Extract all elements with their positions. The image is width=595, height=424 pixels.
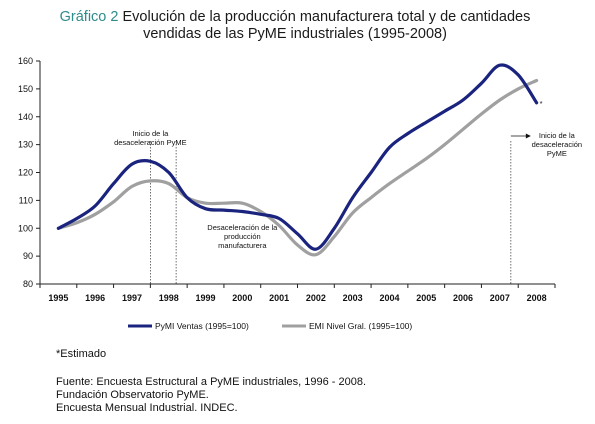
annotation-arrow-head — [525, 133, 531, 139]
x-tick-label: 1995 — [48, 293, 68, 303]
annotation-desaceleracion-produccion: producción — [224, 232, 261, 241]
series-line-emi-nivel — [56, 78, 539, 257]
y-tick-label: 140 — [18, 112, 33, 122]
annotation-inicio-desaceleracion-pyme: Inicio de la — [132, 129, 169, 138]
x-tick-label: 1999 — [196, 293, 216, 303]
legend-label-pymi-ventas: PyMI Ventas (1995=100) — [155, 321, 249, 331]
annotation-desaceleracion-produccion: Desaceleración de la — [207, 223, 278, 232]
x-tick-label: 2000 — [232, 293, 252, 303]
annotation-inicio-desaceleracion-2007: Inicio de la — [539, 131, 576, 140]
x-tick-label: 2005 — [416, 293, 436, 303]
y-tick-label: 130 — [18, 140, 33, 150]
x-tick-label: 1998 — [159, 293, 179, 303]
y-tick-label: 150 — [18, 84, 33, 94]
x-tick-label: 2004 — [379, 293, 399, 303]
legend-label-emi-nivel: EMI Nivel Gral. (1995=100) — [309, 321, 412, 331]
chart-title-prefix: Gráfico 2 — [59, 9, 119, 25]
y-tick-label: 90 — [23, 251, 33, 261]
chart-title-line1: Evolución de la producción manufacturera… — [122, 9, 531, 25]
x-tick-label: 2001 — [269, 293, 289, 303]
chart-title-line2: vendidas de las PyME industriales (1995-… — [143, 26, 447, 42]
y-tick-label: 110 — [19, 195, 33, 205]
y-tick-label: 100 — [18, 223, 33, 233]
x-tick-label: 2003 — [343, 293, 363, 303]
x-tick-label: 2008 — [527, 293, 547, 303]
estimate-note: *Estimado — [56, 348, 107, 360]
x-tick-label: 1996 — [85, 293, 105, 303]
y-tick-label: 120 — [18, 168, 33, 178]
x-tick-label: 2002 — [306, 293, 326, 303]
annotation-inicio-desaceleracion-2007: PyME — [547, 149, 567, 158]
annotation-inicio-desaceleracion-2007: desaceleración — [532, 140, 582, 149]
y-tick-label: 160 — [18, 56, 33, 66]
chart-title: Gráfico 2 Evolución de la producción man… — [0, 9, 590, 43]
source-line-1: Fuente: Encuesta Estructural a PyME indu… — [56, 376, 366, 388]
x-tick-label: 1997 — [122, 293, 142, 303]
annotation-inicio-desaceleracion-pyme: desaceleración PyME — [114, 138, 187, 147]
source-line-3: Encuesta Mensual Industrial. INDEC. — [56, 402, 238, 414]
y-tick-label: 80 — [23, 279, 33, 289]
x-tick-label: 2007 — [490, 293, 510, 303]
series-line-pymi-ventas — [56, 63, 539, 251]
source-line-2: Fundación Observatorio PyME. — [56, 389, 209, 401]
annotation-desaceleracion-produccion: manufacturera — [218, 241, 267, 250]
estimate-marker: * — [540, 99, 543, 108]
x-tick-label: 2006 — [453, 293, 473, 303]
